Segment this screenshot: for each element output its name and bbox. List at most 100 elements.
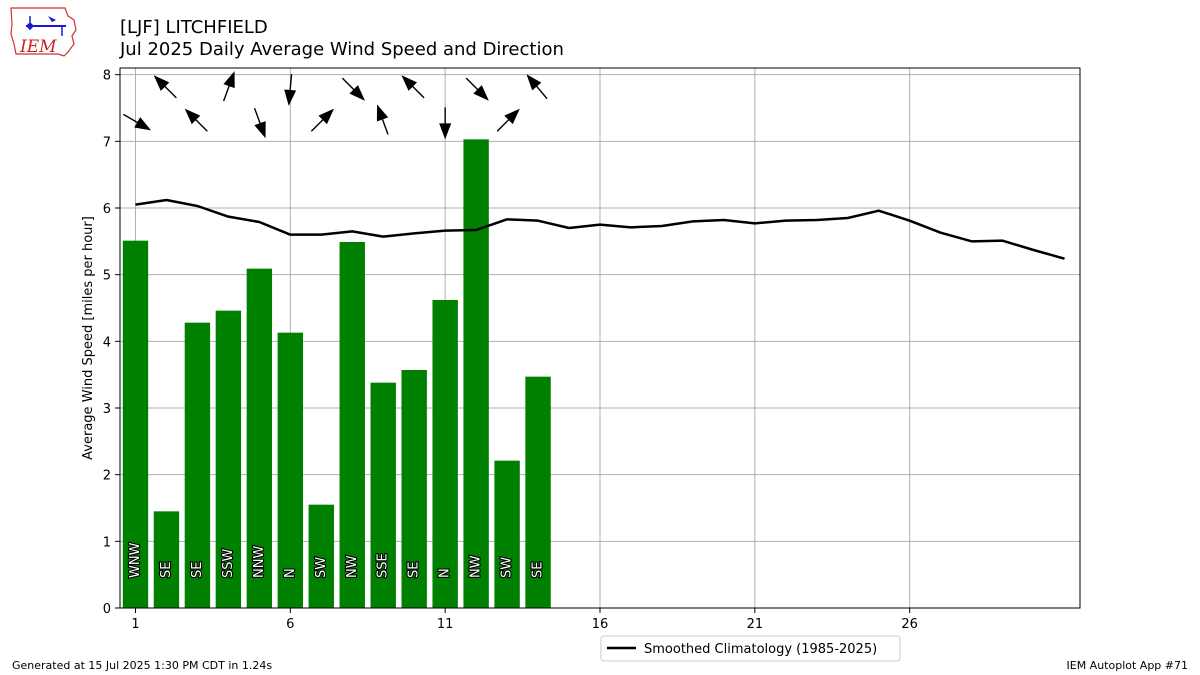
arrow-head	[134, 117, 152, 131]
direction-label: NNW	[252, 546, 267, 578]
direction-label: SW	[500, 557, 515, 578]
direction-label: WNW	[128, 542, 143, 578]
x-tick-label: 6	[286, 617, 294, 632]
y-tick-label: 1	[103, 535, 111, 550]
speed-bar	[184, 322, 211, 608]
y-tick-label: 8	[103, 69, 111, 84]
arrow-shaft	[222, 84, 231, 102]
direction-label: NW	[345, 555, 360, 578]
arrow-head	[526, 74, 542, 91]
arrow-head	[184, 108, 201, 125]
footer-generated: Generated at 15 Jul 2025 1:30 PM CDT in …	[12, 659, 273, 672]
arrow-shaft	[194, 118, 208, 132]
arrow-shaft	[496, 118, 511, 132]
direction-arrow	[496, 108, 520, 132]
x-tick-label: 16	[592, 617, 609, 632]
arrow-head	[254, 121, 266, 139]
speed-bars	[122, 139, 551, 609]
x-tick-label: 21	[747, 617, 764, 632]
direction-arrow	[153, 75, 177, 99]
direction-arrows	[123, 71, 548, 140]
direction-label: SE	[159, 562, 174, 578]
arrow-shaft	[534, 84, 548, 100]
arrow-shaft	[341, 77, 356, 92]
arrow-shaft	[253, 107, 262, 126]
direction-label: SE	[531, 562, 546, 578]
speed-bar	[277, 332, 304, 608]
direction-arrow	[401, 75, 425, 99]
arrow-shaft	[289, 73, 293, 93]
chart-title: [LJF] LITCHFIELD	[120, 17, 268, 38]
arrow-shaft	[163, 84, 177, 99]
speed-bar	[215, 310, 242, 608]
arrow-shaft	[465, 77, 480, 92]
y-tick-label: 5	[103, 269, 111, 284]
direction-arrow	[284, 73, 297, 106]
arrow-head	[439, 123, 452, 140]
direction-arrow	[376, 104, 389, 135]
speed-bar	[246, 268, 273, 608]
speed-bar	[463, 139, 489, 609]
arrow-head	[504, 108, 520, 125]
arrow-shaft	[310, 118, 325, 132]
direction-label: N	[283, 568, 298, 578]
direction-arrow	[526, 74, 548, 100]
direction-labels: WNW SE SE SSW NNW N SW NW SSE SE N NW SW SE	[127, 541, 547, 579]
x-tick-label: 26	[901, 617, 918, 632]
arrow-head	[153, 75, 170, 91]
x-tick-label: 1	[131, 617, 139, 632]
speed-bar	[494, 460, 520, 608]
direction-label: N	[438, 568, 453, 578]
direction-label: SSW	[221, 548, 236, 578]
x-tick-label: 11	[437, 617, 454, 632]
y-tick-label: 3	[103, 402, 111, 417]
direction-arrow	[439, 107, 452, 140]
direction-arrow	[465, 77, 489, 101]
iem-logo-text: IEM	[19, 37, 57, 57]
iem-logo: IEM	[10, 7, 77, 57]
speed-bar	[308, 504, 334, 608]
footer-app-id: IEM Autoplot App #71	[1066, 659, 1189, 672]
speed-bar	[153, 511, 180, 608]
speed-bar	[432, 300, 458, 608]
speed-bar	[122, 240, 149, 608]
y-tick-label: 4	[103, 335, 111, 350]
y-tick-label: 7	[103, 135, 111, 150]
legend: Smoothed Climatology (1985-2025)	[600, 635, 901, 662]
arrow-shaft	[123, 113, 140, 124]
speed-bar	[339, 242, 365, 608]
direction-label: SE	[190, 562, 205, 578]
climatology-line-group	[135, 198, 1065, 260]
direction-label: SE	[407, 562, 422, 578]
arrow-head	[284, 89, 297, 106]
arrow-head	[473, 85, 489, 101]
speed-bar	[525, 376, 551, 608]
direction-label: SW	[314, 557, 329, 578]
y-tick-label: 0	[103, 602, 111, 617]
arrow-head	[401, 75, 418, 91]
arrow-head	[376, 104, 389, 122]
direction-label: SSE	[376, 553, 391, 578]
arrow-shaft	[381, 117, 389, 135]
direction-arrow	[253, 107, 266, 139]
direction-label: NW	[469, 555, 484, 578]
legend-label: Smoothed Climatology (1985-2025)	[644, 642, 877, 657]
speed-bar	[401, 370, 427, 608]
direction-arrow	[310, 108, 335, 132]
direction-arrow	[184, 108, 208, 132]
y-tick-label: 2	[103, 469, 111, 484]
direction-arrow	[341, 77, 365, 101]
arrow-head	[318, 108, 335, 125]
arrow-shaft	[410, 84, 425, 99]
climatology-line	[135, 198, 1065, 260]
chart-subtitle: Jul 2025 Daily Average Wind Speed and Di…	[120, 39, 564, 60]
arrow-head	[223, 71, 235, 89]
y-tick-label: 6	[103, 202, 111, 217]
direction-arrow	[123, 113, 152, 131]
legend-box	[600, 635, 901, 662]
y-axis-label: Average Wind Speed [miles per hour]	[81, 216, 96, 460]
arrow-head	[349, 85, 365, 101]
direction-arrow	[222, 71, 235, 102]
